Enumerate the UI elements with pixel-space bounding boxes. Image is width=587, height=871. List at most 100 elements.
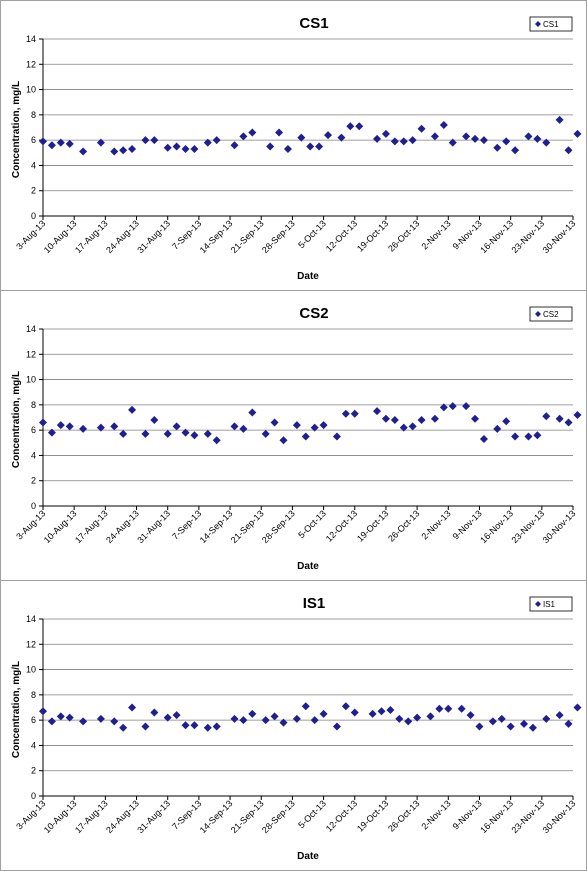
data-point (341, 409, 350, 418)
y-tick-label: 2 (31, 186, 36, 196)
data-point (350, 409, 359, 418)
x-tick-label: 30-Nov-13 (541, 218, 578, 255)
x-tick-label: 28-Sep-13 (260, 798, 297, 835)
x-tick-label: 31-Aug-13 (135, 218, 172, 255)
data-point (39, 418, 47, 427)
chart-svg-cs1: 024681012143-Aug-1310-Aug-1317-Aug-1324-… (11, 15, 582, 282)
data-point (368, 709, 377, 718)
x-tick-label: 16-Nov-13 (478, 798, 515, 835)
data-point (181, 428, 190, 437)
x-tick-label: 10-Aug-13 (42, 508, 79, 545)
y-tick-label: 10 (26, 665, 36, 675)
data-point (65, 713, 74, 722)
data-point (119, 429, 128, 438)
data-point (520, 719, 529, 728)
x-tick-label: 31-Aug-13 (135, 798, 172, 835)
chart-panel-cs1: 0 2 4 6 8 10 12 14 3-Aug-13 10-Aug-13 17-Aug-13 24-… (0, 0, 587, 291)
x-tick-label: 17-Aug-13 (73, 798, 110, 835)
data-point (377, 707, 386, 716)
y-tick-label: 12 (26, 349, 36, 359)
chart-svg-is1: 024681012143-Aug-1310-Aug-1317-Aug-1324-… (11, 595, 582, 862)
data-point (408, 422, 417, 431)
data-point (395, 714, 404, 723)
data-point (230, 714, 239, 723)
data-point (96, 138, 105, 147)
data-point (266, 142, 275, 151)
y-tick-label: 0 (31, 501, 36, 511)
data-point (324, 131, 333, 140)
data-point (270, 712, 279, 721)
x-tick-label: 31-Aug-13 (135, 508, 172, 545)
data-point (488, 717, 497, 726)
data-point (457, 704, 466, 713)
data-point (564, 146, 573, 155)
x-tick-label: 30-Nov-13 (541, 798, 578, 835)
data-point (172, 422, 181, 431)
data-point (47, 428, 56, 437)
x-tick-label: 10-Aug-13 (42, 798, 79, 835)
x-tick-label: 12-Oct-13 (324, 798, 359, 833)
data-point (542, 138, 551, 147)
data-point (310, 716, 319, 725)
data-point (128, 144, 137, 153)
data-point (47, 141, 56, 150)
data-point (511, 432, 520, 441)
data-point (542, 714, 551, 723)
data-point (533, 431, 542, 440)
data-point (524, 132, 533, 141)
x-tick-label: 17-Aug-13 (73, 508, 110, 545)
x-tick-label: 2-Nov-13 (419, 218, 452, 251)
data-point (172, 711, 181, 720)
data-point (448, 402, 457, 411)
data-point (190, 431, 199, 440)
data-point (493, 143, 502, 152)
x-tick-label: 24-Aug-13 (104, 508, 141, 545)
x-tick-label: 19-Oct-13 (355, 798, 390, 833)
data-point (150, 708, 159, 717)
data-point (332, 432, 341, 441)
data-point (119, 723, 128, 732)
data-point (79, 424, 88, 433)
data-point (212, 136, 221, 145)
data-point (493, 424, 502, 433)
data-point (301, 432, 310, 441)
x-tick-label: 2-Nov-13 (419, 798, 452, 831)
y-axis-label: Concentration, mg/L (11, 81, 22, 178)
data-point (466, 711, 475, 720)
x-tick-label: 23-Nov-13 (509, 508, 546, 545)
data-point (203, 723, 212, 732)
data-point (346, 122, 355, 131)
legend-label: CS2 (543, 310, 559, 319)
x-tick-label: 26-Oct-13 (386, 508, 421, 543)
x-tick-label: 17-Aug-13 (73, 218, 110, 255)
data-point (79, 147, 88, 156)
data-point (239, 424, 248, 433)
x-axis-label: Date (297, 851, 319, 862)
x-tick-label: 23-Nov-13 (509, 798, 546, 835)
data-point (386, 706, 395, 715)
data-point (381, 129, 390, 138)
x-tick-label: 30-Nov-13 (541, 508, 578, 545)
y-tick-label: 6 (31, 425, 36, 435)
data-point (297, 133, 306, 142)
data-point (150, 136, 159, 145)
y-tick-label: 8 (31, 690, 36, 700)
chart-panel-cs2: 0 2 4 6 8 10 12 14 3-Aug-13 10-Aug-13 17-Aug-13 24-… (0, 290, 587, 581)
data-point (47, 717, 56, 726)
y-tick-label: 0 (31, 211, 36, 221)
data-point (141, 722, 150, 731)
y-tick-label: 14 (26, 614, 36, 624)
data-point (555, 414, 564, 423)
data-point (315, 142, 324, 151)
data-point (462, 402, 471, 411)
data-point (413, 713, 422, 722)
data-point (502, 417, 511, 426)
x-tick-label: 14-Sep-13 (198, 798, 235, 835)
data-point (404, 717, 413, 726)
chart-svg-cs2: 024681012143-Aug-1310-Aug-1317-Aug-1324-… (11, 305, 582, 572)
x-tick-label: 12-Oct-13 (324, 218, 359, 253)
legend-marker (535, 601, 541, 607)
data-point (56, 138, 65, 147)
data-point (212, 436, 221, 445)
data-point (350, 708, 359, 717)
